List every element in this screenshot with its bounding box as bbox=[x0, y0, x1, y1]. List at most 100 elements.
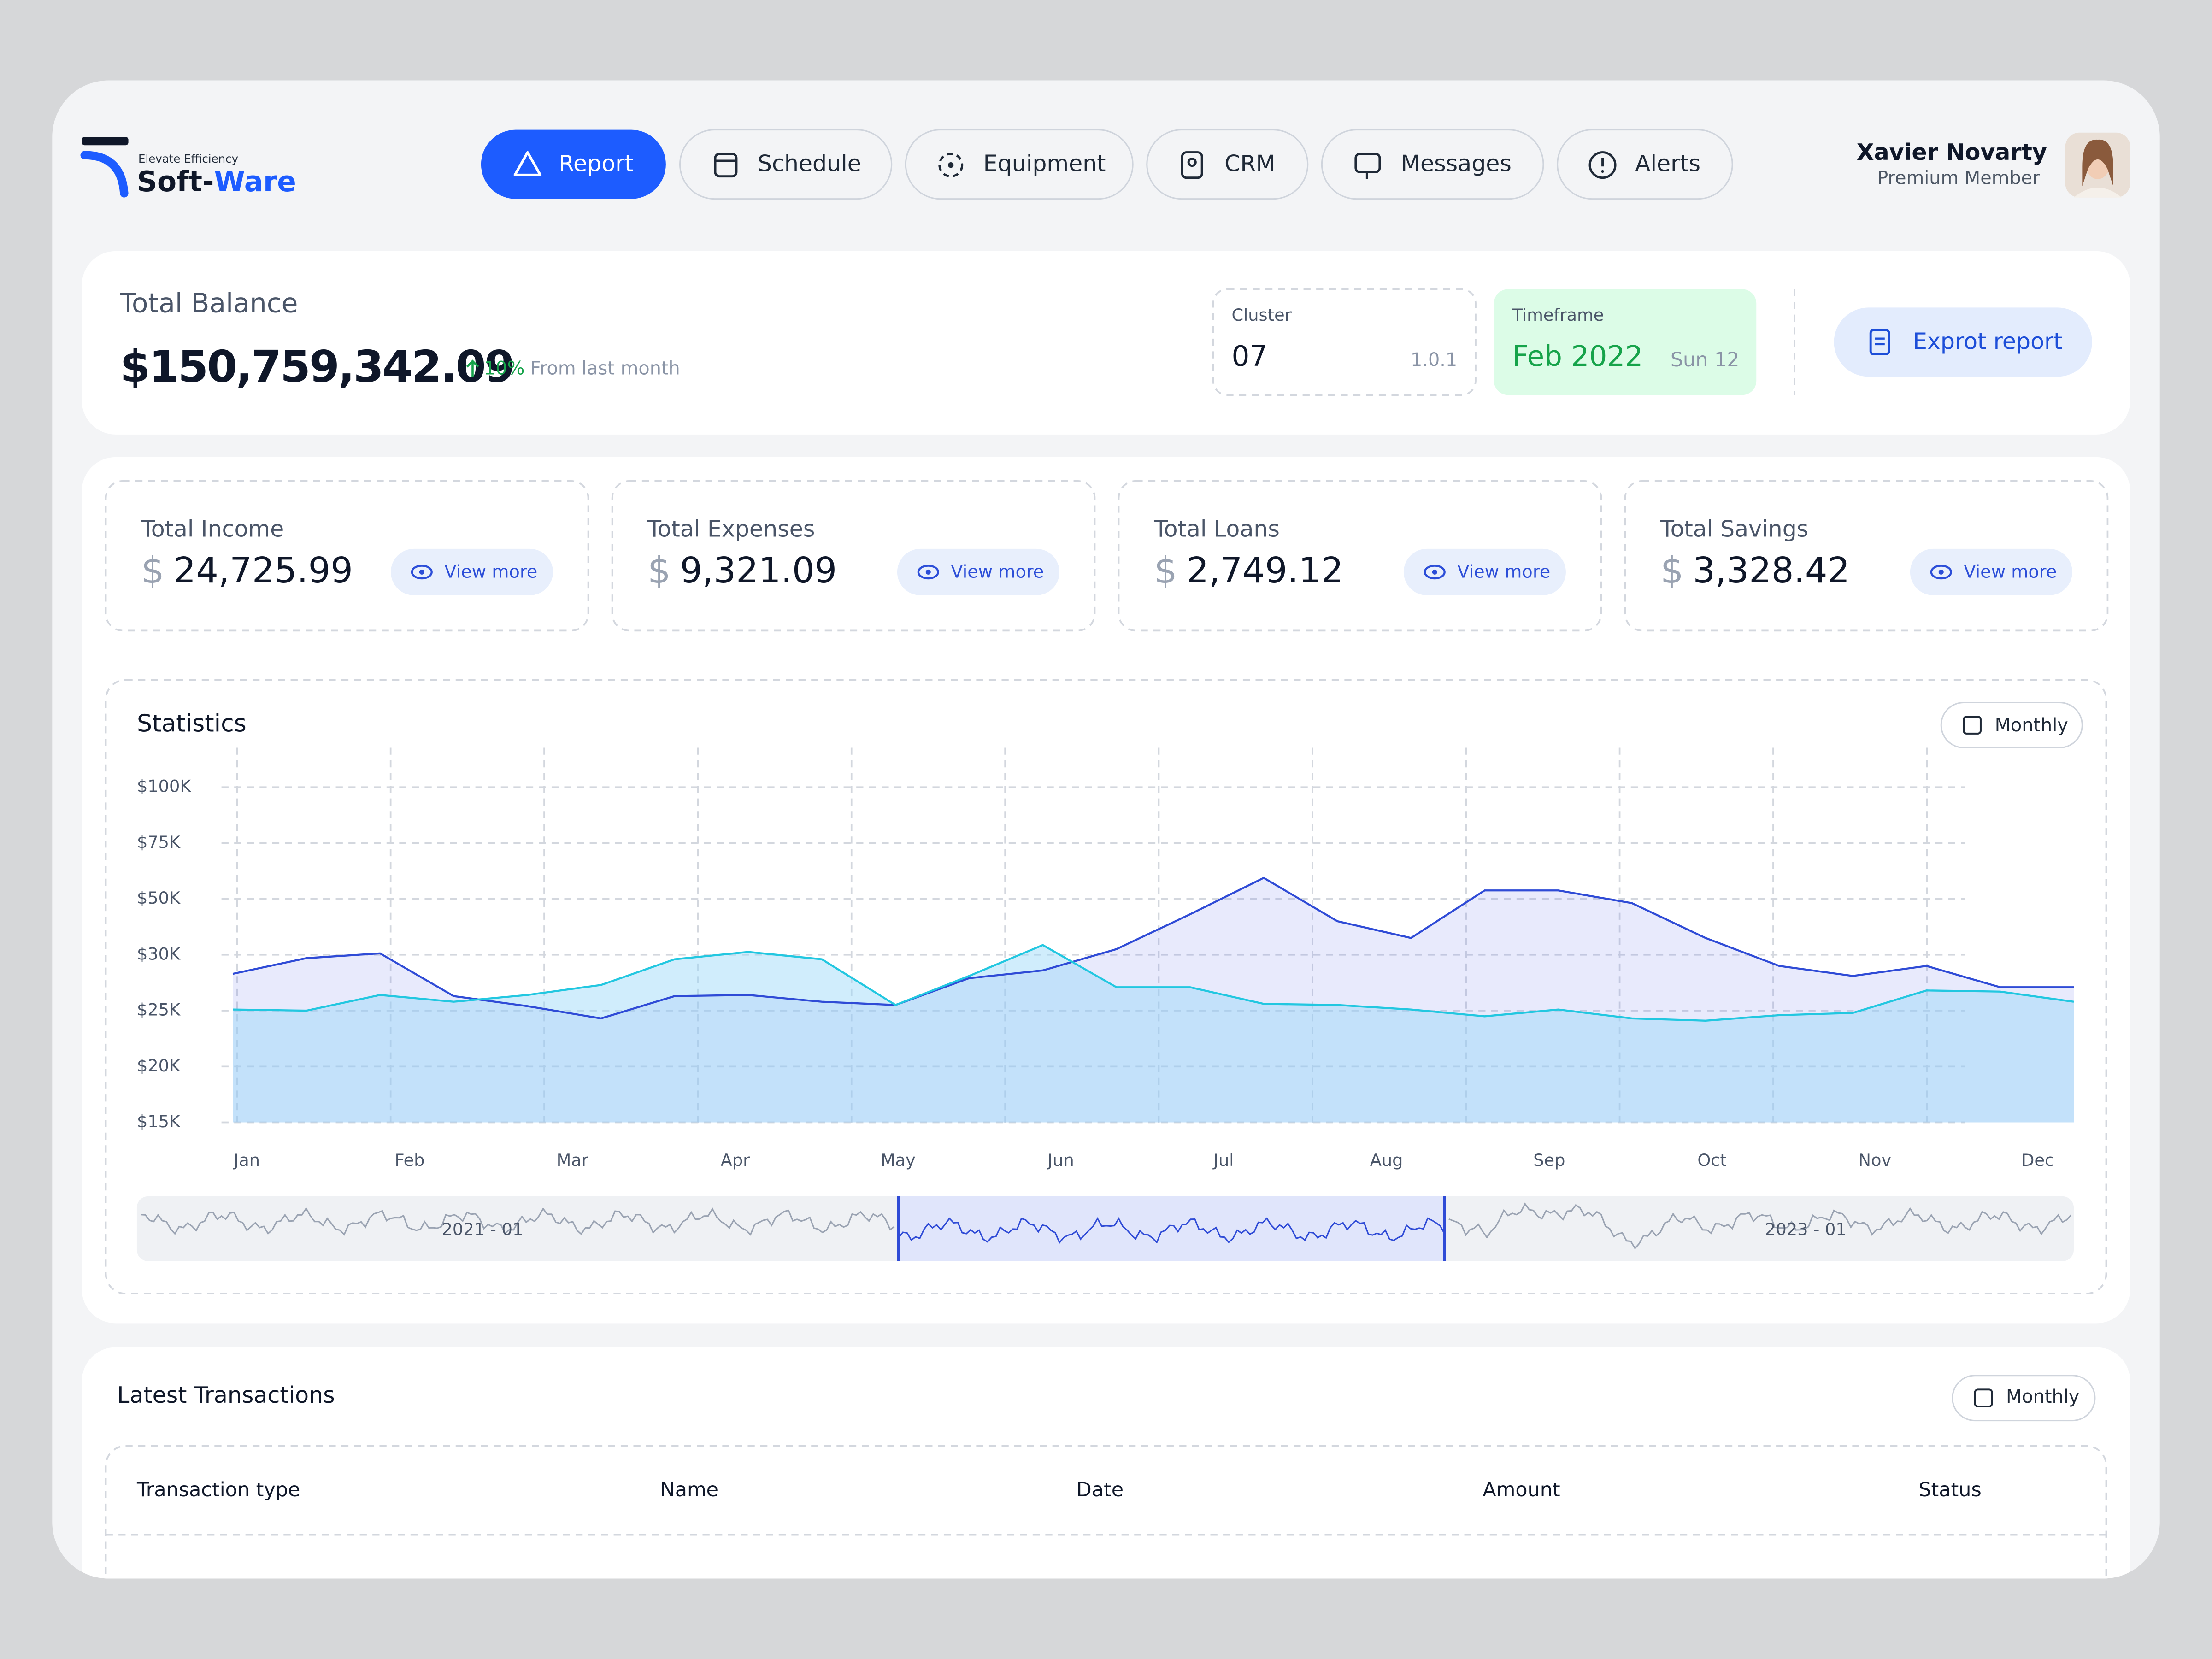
timeframe-value: Feb 2022 bbox=[1512, 340, 1643, 373]
x-tick-label: Oct bbox=[1697, 1150, 1726, 1170]
nav-button[interactable]: Equipment bbox=[905, 129, 1134, 200]
x-tick-label: Jan bbox=[233, 1150, 260, 1170]
summary-card: Total Savings $ 3,328.42 View more bbox=[1624, 480, 2109, 632]
cluster-box[interactable]: Cluster 07 1.0.1 bbox=[1212, 288, 1477, 396]
balance-title: Total Balance bbox=[119, 287, 298, 318]
table-header: Transaction type Name Date Amount Status bbox=[136, 1478, 1982, 1501]
button-label: View more bbox=[444, 561, 537, 582]
timeframe-label: Timeframe bbox=[1512, 305, 1604, 325]
eye-icon bbox=[1424, 565, 1446, 580]
eye-icon bbox=[411, 565, 433, 580]
series-line bbox=[233, 944, 2074, 1022]
nav-button[interactable]: Messages bbox=[1321, 129, 1544, 200]
y-tick-label: $15K bbox=[137, 1112, 181, 1131]
eye-icon bbox=[917, 565, 939, 580]
button-bg bbox=[1403, 548, 1566, 595]
x-tick-label: Nov bbox=[1859, 1150, 1892, 1170]
range-selector[interactable]: 2021 - 01 2023 - 01 bbox=[136, 1196, 2074, 1261]
filter-button[interactable]: Monthly bbox=[1940, 701, 2083, 748]
card-frame bbox=[1118, 480, 1602, 632]
column-header: Transaction type bbox=[136, 1478, 300, 1501]
card-frame bbox=[105, 480, 589, 632]
card-amount: 9,321.09 bbox=[680, 550, 837, 591]
timeframe-day: Sun 12 bbox=[1671, 348, 1740, 371]
nav-label: Alerts bbox=[1635, 151, 1700, 177]
card-title: Total Savings bbox=[1660, 516, 1808, 542]
brand-part: Soft- bbox=[137, 165, 214, 198]
card-title: Total Income bbox=[141, 516, 284, 542]
summary-card: Total Loans $ 2,749.12 View more bbox=[1118, 480, 1602, 632]
button-label: View more bbox=[1457, 561, 1550, 582]
card-currency: $ bbox=[647, 549, 671, 592]
y-tick-label: $50K bbox=[137, 888, 181, 908]
nav-label: Report bbox=[559, 151, 633, 177]
y-tick-label: $100K bbox=[137, 777, 191, 796]
filter-label: Monthly bbox=[2006, 1386, 2079, 1407]
chart-frame bbox=[105, 679, 2107, 1294]
nav-button[interactable]: Report bbox=[481, 129, 666, 199]
transactions-card bbox=[82, 1347, 2130, 1579]
logo: Elevate Efficiency Soft-Ware bbox=[80, 136, 296, 198]
export-label: Exprot report bbox=[1913, 328, 2062, 354]
content: Elevate Efficiency Soft-Ware Report Sche… bbox=[80, 129, 2130, 1579]
nav-label: CRM bbox=[1224, 151, 1275, 177]
y-tick-label: $20K bbox=[137, 1056, 181, 1076]
summary-card: Total Income $ 24,725.99 View more bbox=[105, 480, 589, 632]
filter-label: Monthly bbox=[1995, 715, 2068, 736]
eye-pupil bbox=[925, 569, 931, 575]
nav-label: Equipment bbox=[983, 151, 1106, 177]
card-amount: 2,749.12 bbox=[1186, 550, 1343, 591]
chart-title: Statistics bbox=[137, 710, 247, 737]
chart: $100K $75K $50K $30K $25K $20K $15K Jan Feb Mar Ap… bbox=[137, 747, 2074, 1170]
x-tick-label: Aug bbox=[1370, 1150, 1403, 1170]
x-tick-label: May bbox=[881, 1150, 916, 1170]
summary-card: Total Expenses $ 9,321.09 View more bbox=[611, 480, 1096, 632]
nav-button[interactable]: CRM bbox=[1146, 129, 1309, 200]
card-currency: $ bbox=[141, 549, 165, 592]
nav-label: Schedule bbox=[758, 151, 861, 177]
avatar[interactable] bbox=[2065, 132, 2130, 198]
card-frame bbox=[611, 480, 1096, 632]
nav-button[interactable]: Schedule bbox=[679, 129, 893, 200]
nav-button[interactable]: Alerts bbox=[1557, 129, 1733, 200]
eye-pupil bbox=[419, 569, 424, 575]
y-tick-label: $25K bbox=[137, 1000, 181, 1020]
view-more-button[interactable]: View more bbox=[1910, 548, 2072, 595]
series-area bbox=[233, 878, 2074, 1123]
view-more-button[interactable]: View more bbox=[390, 548, 553, 595]
view-more-button[interactable]: View more bbox=[897, 548, 1059, 595]
card-title: Total Expenses bbox=[647, 516, 815, 542]
card-frame bbox=[1624, 480, 2109, 632]
balance-change-note: From last month bbox=[530, 358, 680, 379]
column-header: Name bbox=[660, 1478, 718, 1501]
x-tick-label: Jun bbox=[1047, 1150, 1074, 1170]
table-frame bbox=[105, 1445, 2107, 1579]
stats-card bbox=[82, 457, 2130, 1324]
cluster-version: 1.0.1 bbox=[1411, 349, 1457, 371]
button-label: View more bbox=[1964, 561, 2057, 582]
card-amount: 3,328.42 bbox=[1693, 550, 1850, 591]
column-header: Amount bbox=[1483, 1478, 1560, 1501]
button-bg bbox=[897, 548, 1059, 595]
user-role: Premium Member bbox=[1877, 167, 2040, 188]
transactions-title: Latest Transactions bbox=[117, 1382, 335, 1408]
nav: Report Schedule Equipment CRM Messages A… bbox=[481, 129, 1733, 200]
column-header: Status bbox=[1918, 1478, 1982, 1501]
view-more-button[interactable]: View more bbox=[1403, 548, 1566, 595]
x-tick-label: Feb bbox=[394, 1150, 424, 1170]
cluster-label: Cluster bbox=[1231, 305, 1292, 325]
filter-button[interactable]: Monthly bbox=[1952, 1375, 2096, 1422]
series-line bbox=[232, 877, 2074, 1020]
brand: Soft-Ware bbox=[137, 165, 296, 198]
card-currency: $ bbox=[1154, 549, 1177, 592]
card-amount: 24,725.99 bbox=[174, 550, 353, 591]
balance-amount: $150,759,342.09 bbox=[120, 341, 513, 392]
export-button[interactable]: Exprot report bbox=[1834, 307, 2092, 377]
brand-tagline: Elevate Efficiency bbox=[138, 152, 238, 165]
button-bg bbox=[1910, 548, 2072, 595]
timeframe-box[interactable]: Timeframe Feb 2022 Sun 12 bbox=[1494, 289, 1757, 395]
x-tick-label: Mar bbox=[557, 1150, 589, 1170]
eye-pupil bbox=[1432, 569, 1437, 575]
